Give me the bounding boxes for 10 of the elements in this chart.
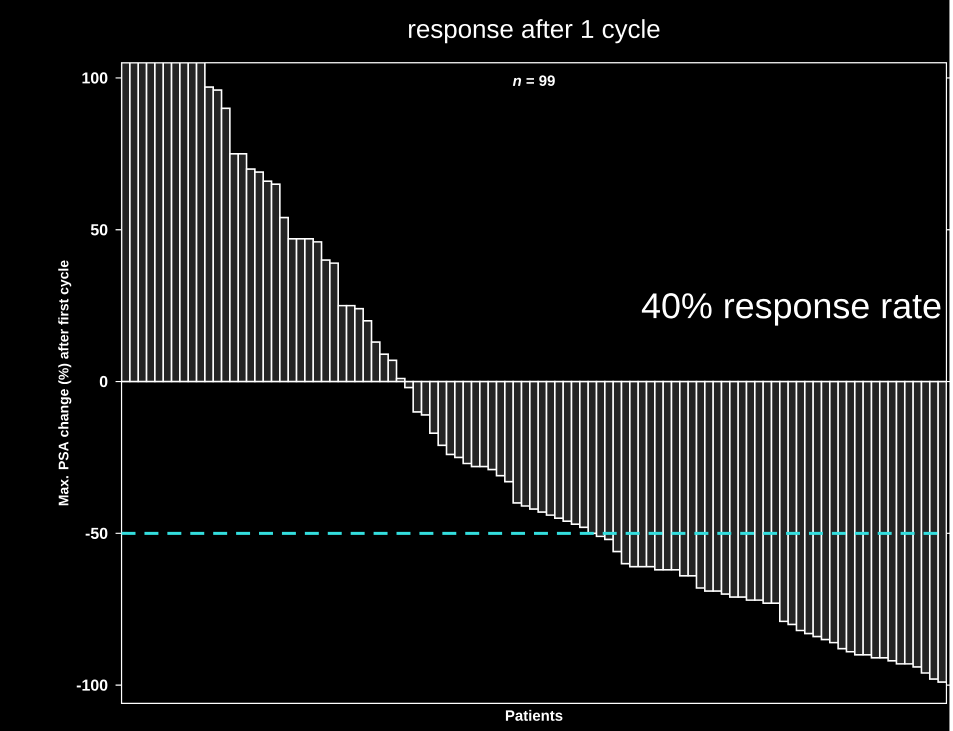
- x-axis-title: Patients: [506, 710, 562, 721]
- y-tick-label: 100: [82, 72, 108, 84]
- annotation: n = 99: [512, 75, 555, 86]
- y-tick-label: 50: [90, 224, 108, 236]
- y-tick-label: -50: [86, 528, 108, 539]
- y-axis-title: Max. PSA change (%) after first cycle: [58, 260, 72, 506]
- y-tick-label: 0: [100, 376, 108, 388]
- annotation: 40% response rate: [642, 293, 940, 326]
- chart-title: response after 1 cycle: [409, 19, 660, 44]
- y-tick-label: -100: [76, 679, 108, 691]
